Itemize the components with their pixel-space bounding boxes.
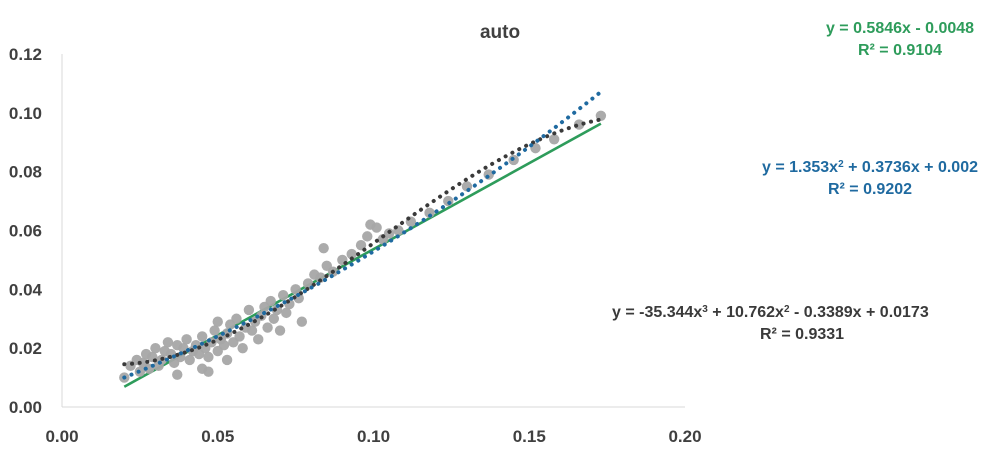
scatter-point <box>318 242 329 254</box>
scatter-point <box>203 351 214 363</box>
y-tick-label: 0.00 <box>9 398 42 417</box>
scatter-point <box>231 313 242 324</box>
scatter-point <box>371 222 382 233</box>
scatter-point <box>296 316 308 327</box>
x-tick-label: 0.05 <box>201 427 234 446</box>
y-tick-label: 0.08 <box>9 163 42 182</box>
scatter-point <box>268 313 280 324</box>
poly3-equation-text: y = -35.344x3 + 10.762x2 - 0.3389x + 0.0… <box>612 304 929 321</box>
scatter-point <box>281 307 292 319</box>
scatter-point <box>212 316 223 327</box>
scatter-point <box>290 284 301 295</box>
scatter-point <box>362 231 373 242</box>
scatter-point <box>265 295 276 307</box>
y-tick-label: 0.02 <box>9 339 42 358</box>
x-tick-label: 0.10 <box>357 427 390 446</box>
scatter-point <box>277 290 289 301</box>
scatter-point <box>262 322 273 333</box>
chart-title: auto <box>480 22 520 43</box>
scatter-point <box>203 366 214 377</box>
poly2-equation-text: y = 1.353x2 + 0.3736x + 0.002 <box>762 159 978 176</box>
scatter-point <box>172 369 183 380</box>
scatter-point <box>443 195 454 207</box>
scatter-point <box>346 248 357 260</box>
scatter-point <box>150 342 161 354</box>
scatter-point <box>293 292 304 304</box>
y-tick-labels: 0.00 0.02 0.04 0.06 0.08 0.10 0.12 <box>9 45 43 417</box>
y-tick-label: 0.10 <box>9 104 42 123</box>
scatter-point <box>209 325 220 336</box>
linear-equation-text: y = 0.5846x - 0.0048 <box>825 20 975 37</box>
poly2-trendline-equation: y = 1.353x2 + 0.3736x + 0.002 R² = 0.920… <box>735 154 1000 201</box>
scatter-point <box>237 342 248 354</box>
x-tick-label: 0.15 <box>513 427 546 446</box>
scatter-point <box>218 340 230 351</box>
x-tick-labels: 0.00 0.05 0.10 0.15 0.20 <box>45 427 701 446</box>
y-tick-label: 0.06 <box>9 222 42 241</box>
x-tick-label: 0.20 <box>668 427 701 446</box>
x-tick-label: 0.00 <box>45 427 78 446</box>
axes <box>61 54 685 408</box>
scatter-point <box>274 325 286 336</box>
linear-r2-text: R² = 0.9104 <box>857 42 943 59</box>
scatter-point <box>271 304 283 316</box>
scatter-point <box>184 354 195 366</box>
scatter-point <box>424 207 435 219</box>
scatter-points <box>119 110 607 383</box>
scatter-point <box>162 337 174 348</box>
scatter-point <box>253 334 264 345</box>
scatter-point <box>234 331 245 342</box>
scatter-point <box>243 304 255 316</box>
linear-trendline-equation: y = 0.5846x - 0.0048 R² = 0.9104 <box>790 18 1000 62</box>
scatter-point <box>548 134 560 145</box>
poly2-trendline <box>122 89 603 380</box>
scatter-point <box>181 334 192 345</box>
y-tick-label: 0.12 <box>9 45 42 64</box>
y-tick-label: 0.04 <box>9 280 43 299</box>
scatter-point <box>246 325 258 336</box>
poly3-r2-text: R² = 0.9331 <box>760 326 845 343</box>
poly2-r2-text: R² = 0.9202 <box>827 181 913 198</box>
poly2-trendline-curve <box>122 89 603 380</box>
poly3-trendline-equation: y = -35.344x3 + 10.762x2 - 0.3389x + 0.0… <box>612 299 1000 346</box>
scatter-point <box>221 354 233 366</box>
scatter-point <box>196 331 208 342</box>
